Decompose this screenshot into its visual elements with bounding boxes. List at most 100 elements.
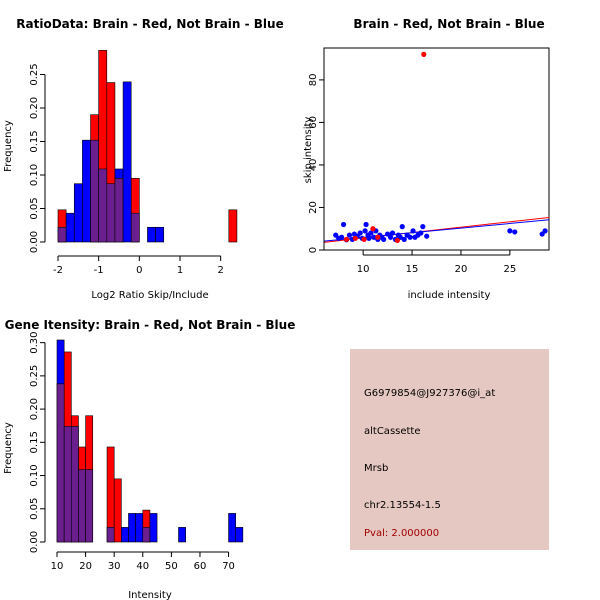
x-tick-label: 60 — [194, 561, 207, 572]
histogram-bar-overlap — [70, 426, 79, 543]
x-tick-label: 25 — [504, 264, 517, 275]
scatter-point-not-brain — [420, 224, 426, 230]
x-tick-label: 40 — [136, 561, 149, 572]
histogram-bar-not-brain — [121, 527, 129, 543]
histogram-bar-overlap — [85, 469, 94, 543]
histogram-bar-overlap — [78, 469, 86, 543]
scatter-point-not-brain — [418, 230, 424, 236]
y-tick-label: 60 — [308, 116, 319, 129]
x-tick-label: -2 — [53, 265, 63, 276]
histogram-bar-not-brain — [56, 339, 65, 385]
intensity-histogram-xlabel: Intensity — [128, 590, 172, 600]
genomic-location: chr2.13554-1.5 — [364, 500, 441, 511]
y-tick-label: 0.05 — [29, 197, 40, 219]
histogram-bar-overlap — [90, 139, 99, 243]
event-type: altCassette — [364, 426, 421, 437]
y-tick-label: 0.25 — [29, 365, 40, 387]
info-panel-background — [350, 349, 549, 550]
scatter-point-not-brain — [363, 221, 369, 228]
histogram-bar-not-brain — [65, 212, 75, 243]
x-tick-label: 10 — [357, 264, 370, 275]
x-tick-label: 0 — [136, 265, 142, 276]
intensity-histogram-ylabel: Frequency — [3, 422, 14, 474]
scatter-point-brain — [352, 235, 358, 241]
histogram-bar-brain — [113, 478, 122, 543]
x-tick-label: 15 — [406, 264, 419, 275]
y-tick-label: 0.30 — [29, 332, 40, 354]
scatter-plot-frame — [323, 47, 550, 251]
scatter-point-brain — [370, 226, 376, 232]
scatter-point-brain — [375, 234, 381, 240]
ratio-histogram-title: RatioData: Brain - Red, Not Brain - Blue — [16, 17, 283, 31]
histogram-bar-overlap — [57, 226, 67, 243]
scatter-point-not-brain — [389, 230, 396, 236]
histogram-bar-overlap — [106, 527, 115, 543]
histogram-bar-not-brain — [128, 513, 136, 543]
x-tick-label: 1 — [177, 265, 183, 276]
y-tick-label: 0.00 — [29, 531, 40, 553]
histogram-bar-overlap — [114, 178, 124, 243]
gene-symbol: Mrsb — [364, 463, 388, 474]
y-tick-label: 0.05 — [29, 498, 40, 520]
scatter-point-not-brain — [340, 221, 347, 228]
intensity-histogram: Gene Itensity: Brain - Red, Not Brain - … — [3, 318, 295, 600]
scatter-point-not-brain — [339, 234, 345, 240]
histogram-bar-not-brain — [235, 527, 244, 543]
histogram-bar-overlap — [142, 527, 151, 543]
scatter-point-brain — [361, 236, 367, 242]
scatter-point-not-brain — [512, 229, 518, 235]
y-tick-label: 40 — [308, 159, 319, 172]
y-tick-label: 20 — [308, 201, 319, 214]
x-tick-label: 20 — [455, 264, 468, 275]
ratio-histogram-ylabel: Frequency — [3, 120, 14, 172]
intensity-scatter: Brain - Red, Not Brain - Blue 10 15 20 25 0 2… — [303, 17, 550, 301]
y-tick-label: 80 — [308, 74, 319, 87]
x-tick-label: 2 — [217, 265, 223, 276]
histogram-bar-not-brain — [155, 226, 165, 243]
histogram-bar-not-brain — [228, 513, 237, 543]
y-tick-label: 0.25 — [29, 63, 40, 85]
probe-id: G6979854@J927376@i_at — [364, 388, 495, 399]
x-tick-label: -1 — [94, 265, 104, 276]
histogram-bar-overlap — [106, 183, 116, 243]
histogram-bar-overlap — [130, 212, 140, 243]
y-tick-label: 0.10 — [29, 164, 40, 186]
scatter-point-not-brain — [507, 228, 513, 234]
y-tick-label: 0.10 — [29, 464, 40, 486]
p-value: Pval: 2.000000 — [364, 528, 439, 539]
histogram-bar-not-brain — [147, 226, 156, 243]
ratio-histogram-xlabel: Log2 Ratio Skip/Include — [91, 290, 208, 301]
intensity-histogram-title: Gene Itensity: Brain - Red, Not Brain - … — [5, 318, 296, 332]
histogram-bar-not-brain — [114, 168, 124, 179]
histogram-bar-not-brain — [135, 513, 144, 543]
scatter-point-not-brain — [542, 228, 548, 234]
histogram-bar-not-brain — [82, 139, 91, 243]
histogram-bar-overlap — [56, 383, 65, 543]
histogram-bar-not-brain — [122, 81, 132, 243]
scatter-point-not-brain — [424, 233, 430, 239]
y-tick-label: 0.00 — [29, 231, 40, 253]
histogram-bar-not-brain — [178, 527, 186, 543]
y-tick-label: 0.20 — [29, 398, 40, 420]
scatter-point-brain — [421, 51, 427, 57]
x-tick-label: 70 — [222, 561, 235, 572]
scatter-ylabel: skip intensity — [303, 117, 314, 184]
scatter-point-not-brain — [381, 236, 387, 242]
scatter-point-not-brain — [410, 228, 416, 234]
scatter-xlabel: include intensity — [408, 290, 491, 301]
x-tick-label: 50 — [165, 561, 178, 572]
scatter-point-brain — [343, 236, 350, 242]
x-tick-label: 10 — [51, 561, 64, 572]
scatter-point-not-brain — [346, 232, 353, 238]
scatter-point-not-brain — [371, 234, 377, 240]
scatter-point-brain — [394, 237, 400, 244]
y-tick-label: 0 — [308, 247, 319, 253]
scatter-title: Brain - Red, Not Brain - Blue — [353, 17, 544, 31]
scatter-point-not-brain — [399, 224, 405, 230]
histogram-bar-brain — [228, 209, 238, 243]
y-tick-label: 0.15 — [29, 130, 40, 152]
histogram-bar-overlap — [98, 168, 108, 243]
y-tick-label: 0.15 — [29, 431, 40, 453]
x-tick-label: 20 — [79, 561, 92, 572]
